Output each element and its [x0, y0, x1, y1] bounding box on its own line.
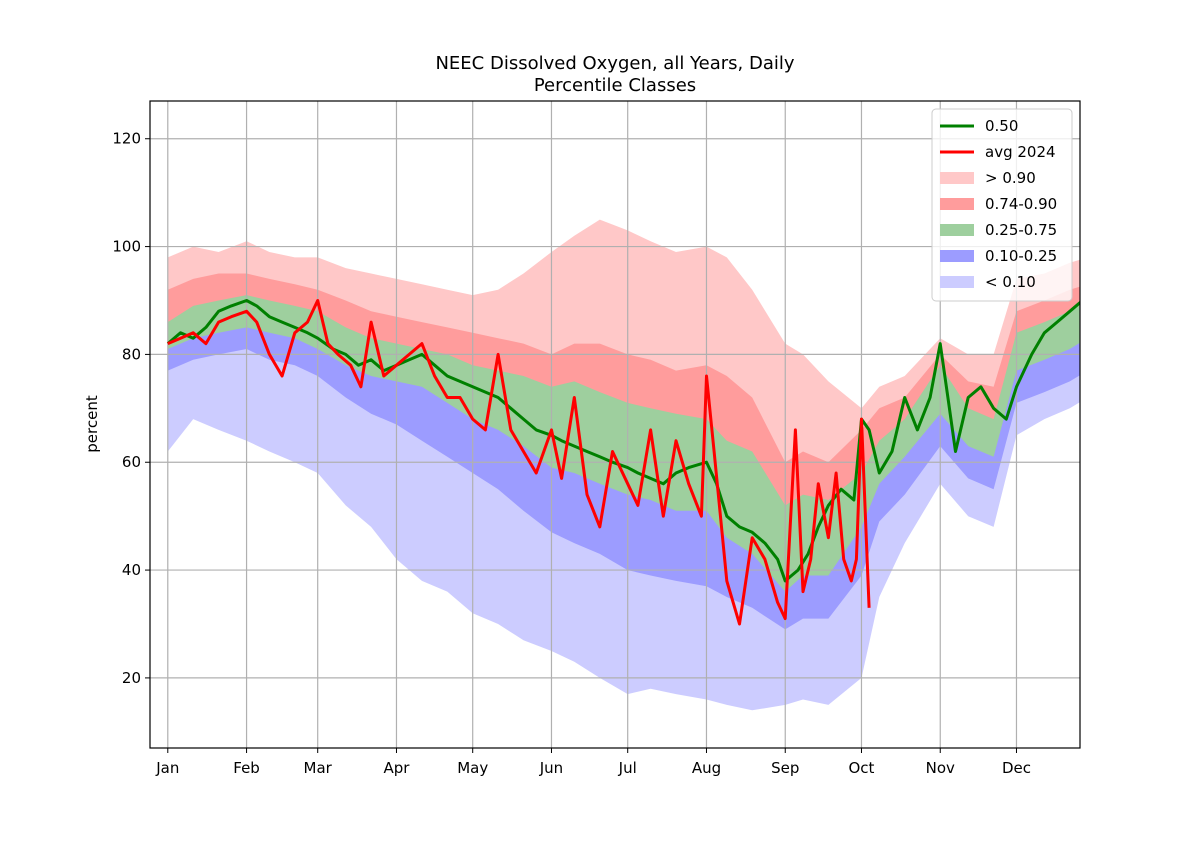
chart-title: NEEC Dissolved Oxygen, all Years, Daily	[435, 53, 794, 74]
band-area-4	[167, 349, 1080, 711]
x-tick-label-9: Oct	[849, 759, 875, 777]
y-tick-label-1: 40	[122, 561, 141, 579]
legend-swatch-4	[940, 224, 974, 236]
y-tick-label-2: 60	[122, 453, 141, 471]
axes-frame	[149, 100, 1081, 749]
x-tick-label-1: Feb	[233, 759, 260, 777]
x-tick-label-6: Jul	[618, 759, 637, 777]
band-area-3	[167, 327, 1080, 635]
legend: 0.50 avg 2024 > 0.90 0.74-0.90 0.25-0.75 0.10…	[931, 108, 1073, 302]
legend-swatch-2	[940, 172, 974, 184]
x-tick-label-4: May	[457, 759, 488, 777]
y-axis-label: percent	[83, 395, 101, 453]
y-tick-label-0: 20	[122, 669, 141, 687]
legend-label-3: 0.74-0.90	[985, 195, 1057, 213]
x-tick-label-10: Nov	[926, 759, 955, 777]
x-tick-label-2: Mar	[304, 759, 333, 777]
band-area-2	[167, 295, 1080, 597]
legend-swatch-6	[940, 276, 974, 288]
legend-label-0: 0.50	[985, 117, 1018, 135]
legend-label-2: > 0.90	[985, 169, 1036, 187]
y-tick-label-3: 80	[122, 345, 141, 363]
chart-subtitle: Percentile Classes	[534, 75, 696, 96]
series-line-1	[167, 299, 871, 626]
x-tick-label-8: Sep	[771, 759, 799, 777]
band-area-1	[167, 273, 1080, 517]
y-tick-label-5: 120	[112, 130, 141, 148]
x-tick-label-11: Dec	[1002, 759, 1031, 777]
legend-label-4: 0.25-0.75	[985, 221, 1057, 239]
x-tick-label-7: Aug	[692, 759, 721, 777]
x-tick-label-0: Jan	[155, 759, 179, 777]
x-tick-label-5: Jun	[539, 759, 563, 777]
y-tick-label-4: 100	[112, 238, 141, 256]
legend-swatch-5	[940, 250, 974, 262]
legend-label-1: avg 2024	[985, 143, 1056, 161]
x-tick-label-3: Apr	[383, 759, 410, 777]
legend-label-6: < 0.10	[985, 273, 1036, 291]
legend-swatch-3	[940, 198, 974, 210]
legend-label-5: 0.10-0.25	[985, 247, 1057, 265]
plot-area: Jan Feb Mar Apr May Jun Jul Aug Sep Oct Nov Dec 20 40…	[112, 100, 1081, 777]
